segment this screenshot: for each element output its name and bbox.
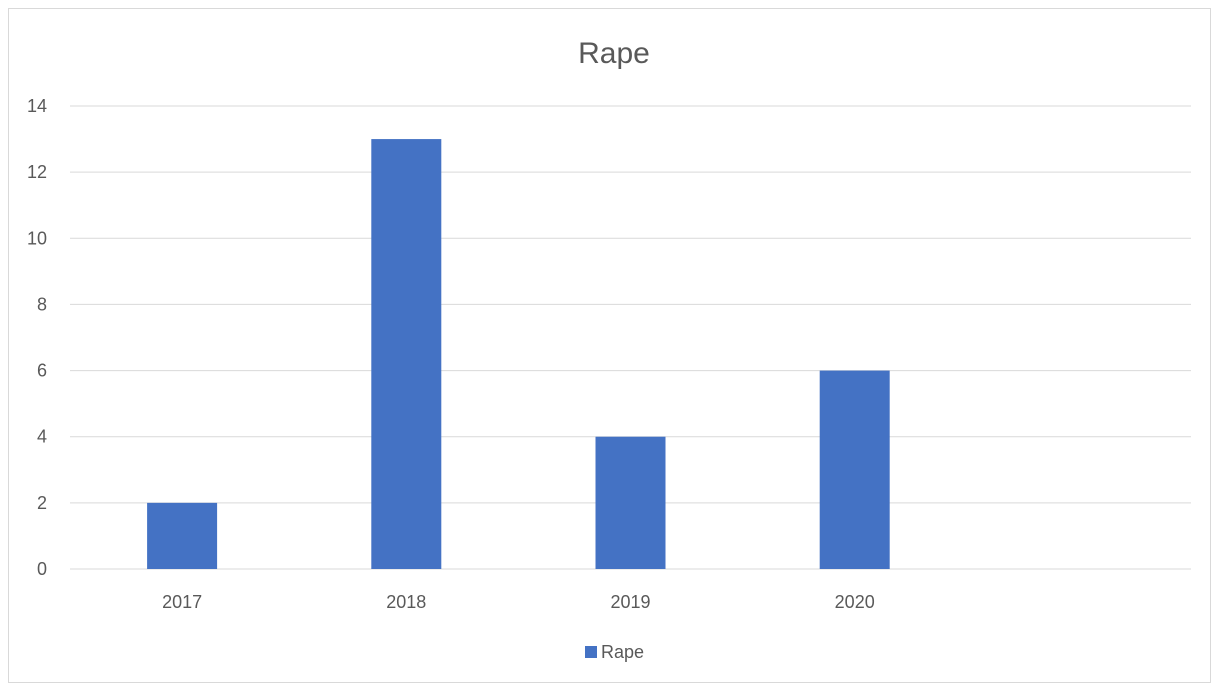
- chart-title: Rape: [578, 37, 650, 70]
- legend: Rape: [585, 642, 644, 662]
- x-axis-tick-labels: 2017 2018 2019 2020: [162, 592, 875, 612]
- x-tick-label: 2017: [162, 592, 202, 612]
- x-tick-label: 2019: [610, 592, 650, 612]
- y-tick-label: 0: [37, 559, 47, 579]
- gridlines: [70, 105, 1191, 570]
- chart-container: [8, 8, 1211, 683]
- legend-swatch: [585, 646, 597, 658]
- bar-2020: [819, 370, 890, 569]
- y-tick-label: 4: [37, 427, 47, 447]
- legend-label: Rape: [601, 642, 644, 662]
- bars: [147, 139, 890, 570]
- bar-2017: [147, 502, 218, 569]
- x-tick-label: 2018: [386, 592, 426, 612]
- y-axis-tick-labels: 0 2 4 6 8 10 12 14: [27, 96, 47, 579]
- x-tick-label: 2020: [835, 592, 875, 612]
- bar-2018: [371, 139, 442, 570]
- y-tick-label: 14: [27, 96, 47, 116]
- y-tick-label: 10: [27, 228, 47, 248]
- bar-2019: [595, 436, 666, 569]
- y-tick-label: 6: [37, 361, 47, 381]
- y-tick-label: 12: [27, 162, 47, 182]
- y-tick-label: 2: [37, 493, 47, 513]
- y-tick-label: 8: [37, 294, 47, 314]
